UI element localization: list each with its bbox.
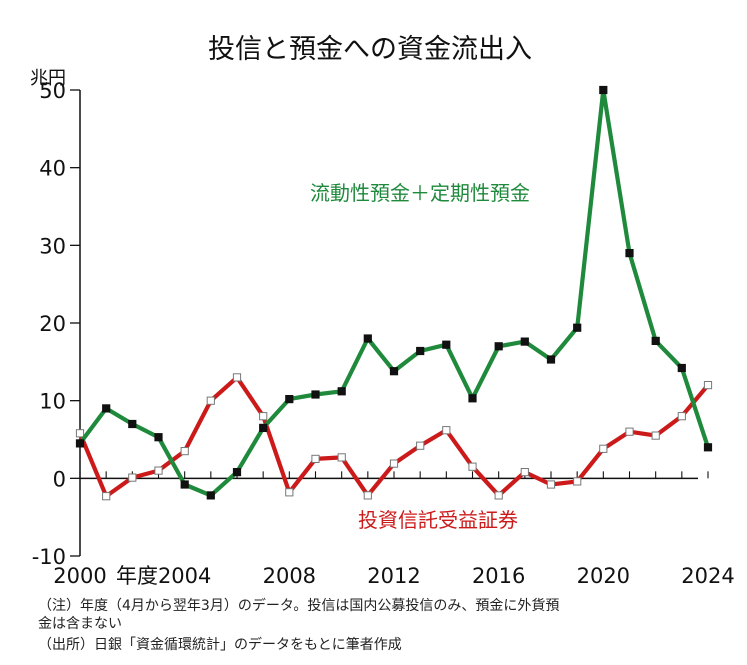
data-point (154, 466, 163, 475)
data-point (599, 85, 608, 95)
data-point (337, 387, 346, 396)
y-tick-label: 40 (39, 157, 66, 181)
data-point (651, 431, 660, 440)
data-point (416, 441, 425, 450)
data-point (363, 491, 372, 500)
series-label-deposits: 流動性預金＋定期性預金 (310, 181, 530, 205)
x-tick-label: 2024 (681, 564, 734, 588)
data-point (259, 423, 268, 432)
data-point (102, 492, 111, 501)
data-point (703, 443, 713, 452)
data-point (442, 340, 451, 349)
data-point (102, 404, 111, 413)
data-point (520, 468, 529, 477)
chart-title: 投信と預金への資金流出入 (208, 34, 532, 65)
x-tick-label: 2004 (158, 564, 211, 588)
data-point (468, 394, 477, 403)
data-point (206, 396, 215, 405)
x-axis-unit-label: 年度 (116, 564, 158, 588)
footnote-source: （出所）日銀「資金循環統計」のデータをもとに筆者作成 (38, 637, 402, 653)
data-point (337, 453, 346, 462)
series-line (78, 87, 710, 498)
data-point (468, 462, 477, 471)
data-point (546, 480, 556, 489)
data-point (128, 419, 137, 429)
x-tick-label: 2012 (367, 564, 420, 588)
data-point (546, 355, 556, 364)
data-point (232, 468, 242, 477)
data-point (232, 373, 242, 382)
footnote-note-line-1: （注）年度（4月から翌年3月）のデータ。投信は国内公募投信のみ、預金に外貨預 (38, 598, 560, 614)
data-point (625, 427, 634, 436)
axes: -10 0 10 20 30 40 50 2000 2004 2008 2012 2016 2020 20… (32, 79, 735, 588)
data-point (389, 459, 399, 468)
data-point (154, 433, 163, 442)
data-point (311, 390, 320, 399)
y-tick-label: 0 (53, 467, 66, 491)
y-axis-unit-label: 兆円 (30, 68, 66, 89)
data-point (363, 334, 372, 343)
x-tick-label: 2000 (53, 564, 106, 588)
data-point (389, 367, 399, 376)
series-investment-trusts (75, 373, 713, 501)
data-point (599, 444, 608, 453)
footnote-note-line-2: 金は含まない (38, 616, 122, 632)
y-tick-label: 50 (39, 79, 66, 103)
y-tick-label: 20 (39, 312, 66, 336)
data-point (494, 491, 503, 500)
y-tick-label: 30 (39, 234, 66, 258)
data-point (416, 346, 425, 356)
data-point (311, 454, 320, 463)
data-point (520, 337, 529, 346)
data-point (442, 426, 451, 435)
data-point (180, 447, 189, 456)
series-layer (75, 85, 713, 501)
data-point (573, 477, 582, 486)
data-point (677, 363, 686, 373)
series-label-investment-trusts: 投資信託受益証券 (358, 508, 518, 532)
data-point (285, 395, 294, 404)
data-point (573, 323, 582, 332)
x-tick-label: 2020 (577, 564, 630, 588)
data-point (625, 249, 634, 258)
data-point (259, 412, 268, 421)
data-point (180, 480, 189, 489)
data-point (75, 429, 85, 438)
data-point (651, 336, 660, 345)
data-point (494, 342, 503, 351)
data-point (75, 439, 85, 448)
data-point (285, 488, 294, 497)
data-point (677, 412, 686, 421)
series-deposits (75, 85, 713, 500)
data-point (206, 491, 215, 500)
x-tick-label: 2008 (263, 564, 316, 588)
data-point (703, 381, 713, 390)
y-tick-label: 10 (39, 390, 66, 414)
y-tick-label: -10 (32, 545, 66, 569)
x-tick-label: 2016 (472, 564, 525, 588)
data-point (128, 473, 137, 482)
